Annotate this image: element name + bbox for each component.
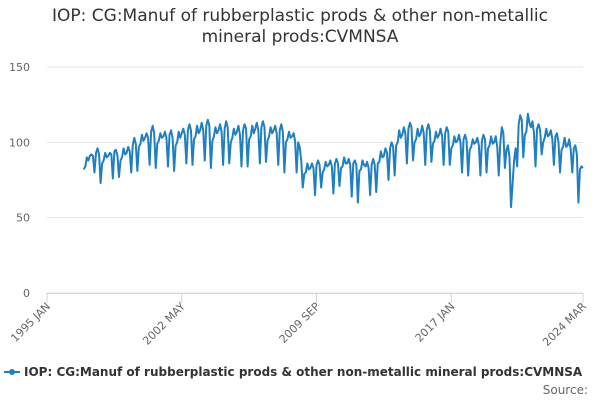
- x-tick-label: 2017 JAN: [413, 300, 458, 345]
- y-tick-label: 100: [9, 136, 30, 149]
- x-tick-label: 2009 SEP: [277, 300, 323, 346]
- y-tick-label: 150: [9, 61, 30, 74]
- series-line: [82, 112, 584, 209]
- x-tick-label: 2024 MAR: [540, 300, 589, 349]
- x-tick-label: 1995 JAN: [8, 300, 53, 345]
- legend-label: IOP: CG:Manuf of rubberplastic prods & o…: [24, 365, 583, 379]
- legend-item[interactable]: IOP: CG:Manuf of rubberplastic prods & o…: [4, 365, 583, 379]
- y-tick-label: 0: [23, 287, 30, 300]
- y-tick-label: 50: [16, 212, 30, 225]
- x-tick-label: 2002 MAY: [140, 300, 188, 348]
- source: Source:: [543, 383, 588, 397]
- chart-title: IOP: CG:Manuf of rubberplastic prods & o…: [52, 6, 548, 47]
- legend-marker: [9, 369, 15, 375]
